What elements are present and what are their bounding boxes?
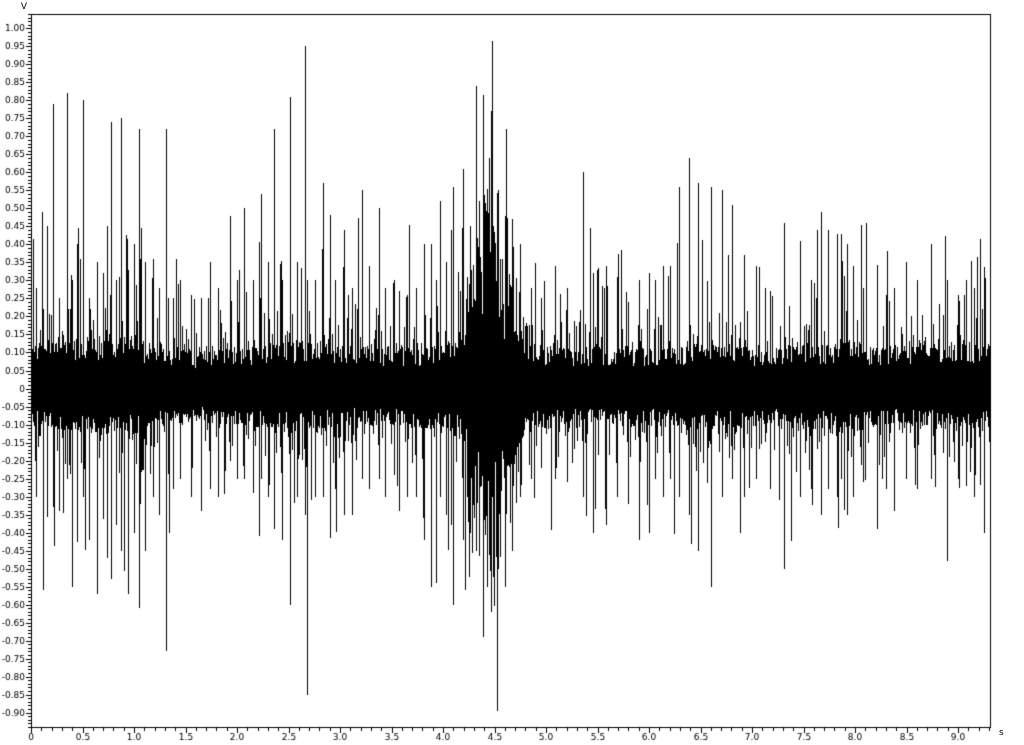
x-axis-unit-label: s <box>999 728 1004 738</box>
y-axis-unit-label: V <box>20 2 28 12</box>
